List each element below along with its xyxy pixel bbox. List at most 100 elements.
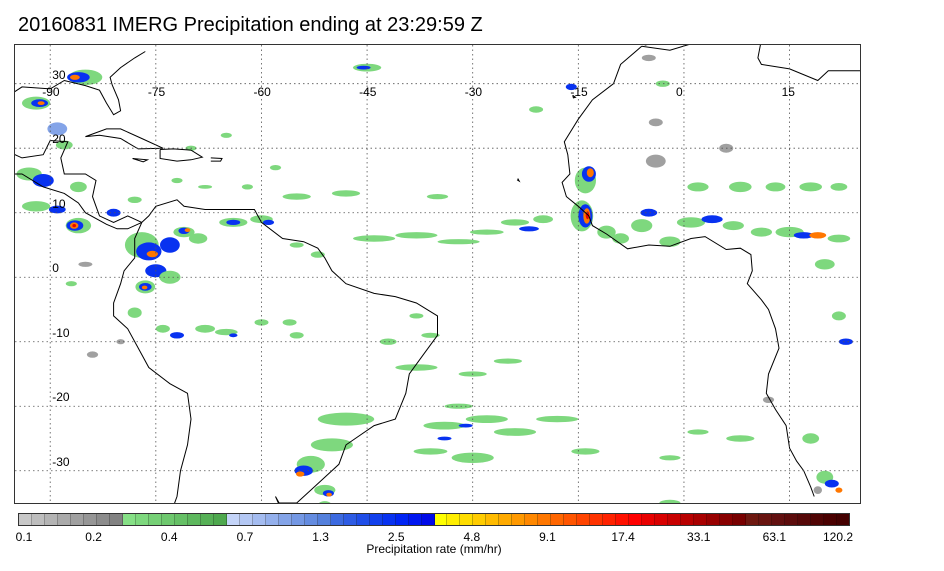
precip-cell [70, 181, 87, 193]
precip-cell [198, 185, 213, 189]
coastline [113, 222, 192, 503]
colorbar-swatch [538, 514, 552, 525]
precip-cell [331, 190, 361, 197]
colorbar-swatch [109, 514, 123, 525]
precip-cell [241, 184, 253, 190]
precip-cell [676, 217, 706, 228]
coastline [15, 51, 146, 116]
precip-cell [106, 208, 121, 217]
coastline [159, 148, 204, 162]
colorbar-swatch [681, 514, 695, 525]
latitude-label: 10 [52, 196, 66, 211]
coastlines [15, 45, 860, 503]
colorbar-swatch [434, 514, 448, 525]
precip-cell [659, 455, 681, 461]
precip-cell [750, 227, 773, 237]
longitude-label: 0 [675, 84, 683, 99]
precip-cell [469, 229, 504, 235]
colorbar-tick-label: 2.5 [387, 530, 405, 544]
colorbar [18, 513, 850, 526]
precip-cell [282, 319, 297, 326]
colorbar-swatch [83, 514, 97, 525]
colorbar-title: Precipitation rate (mm/hr) [366, 542, 502, 556]
colorbar-swatch [772, 514, 786, 525]
precip-cell [116, 339, 125, 345]
colorbar-swatch [720, 514, 734, 525]
colorbar-swatch [590, 514, 604, 525]
precip-cell [229, 333, 238, 338]
precip-cell [353, 235, 396, 242]
longitude-label: -15 [570, 84, 588, 99]
longitude-label: -45 [359, 84, 377, 99]
precip-cell [659, 499, 681, 503]
precip-cell [326, 492, 332, 497]
precip-cell [141, 285, 148, 290]
colorbar-swatch [603, 514, 617, 525]
precip-cell [519, 226, 539, 232]
coastline [141, 199, 438, 503]
precip-cell [437, 436, 452, 441]
colorbar-swatch [239, 514, 253, 525]
precip-cell [458, 423, 473, 428]
coastline [132, 158, 150, 163]
precip-cell [421, 332, 440, 338]
precip-cell [701, 215, 723, 224]
colorbar-swatch [187, 514, 201, 525]
precip-cell [612, 233, 629, 244]
precip-cell [47, 122, 68, 136]
precip-cell [640, 208, 658, 217]
precip-cell [648, 118, 663, 127]
precip-cell [586, 168, 594, 178]
precip-cell [813, 486, 822, 494]
longitude-label: -75 [147, 84, 166, 99]
precip-cell [136, 242, 162, 261]
precip-cell [188, 233, 208, 244]
coastline [15, 139, 143, 223]
precip-cell [536, 415, 579, 423]
latitude-label: 20 [52, 132, 66, 147]
precip-cell [802, 433, 820, 444]
longitude-label: -60 [253, 84, 271, 99]
colorbar-swatch [837, 514, 849, 525]
colorbar-swatch [369, 514, 383, 525]
precip-cell [184, 228, 191, 233]
colorbar-swatch [395, 514, 409, 525]
precip-cell [500, 219, 530, 226]
coastline [641, 45, 860, 82]
precip-cell [571, 448, 600, 455]
precipitation-layer [16, 54, 853, 503]
precip-cell [48, 205, 66, 214]
precip-cell [220, 132, 232, 138]
colorbar-swatch [668, 514, 682, 525]
map-canvas [15, 45, 860, 503]
precip-cell [423, 421, 466, 430]
precip-cell [65, 281, 77, 287]
precip-cell [444, 403, 473, 409]
precip-cell [22, 201, 51, 212]
colorbar-swatch [330, 514, 344, 525]
latitude-label: -20 [52, 390, 70, 405]
colorbar-swatch [213, 514, 227, 525]
colorbar-tick-label: 120.2 [822, 530, 854, 544]
coastline [85, 128, 164, 150]
precip-cell [493, 428, 537, 436]
colorbar-swatch [44, 514, 58, 525]
colorbar-swatch [421, 514, 435, 525]
precip-cell [809, 232, 827, 239]
precipitation-map[interactable]: -90 -75 -60 -45 -30 -15 0 15 30 20 10 0 -10 -20 -30 [14, 44, 861, 504]
precip-cell [565, 83, 577, 91]
colorbar-swatch [759, 514, 773, 525]
precip-cell [78, 261, 93, 267]
precip-cell [659, 236, 681, 247]
colorbar-swatch [655, 514, 669, 525]
precip-cell [356, 65, 371, 70]
colorbar-swatch [499, 514, 513, 525]
colorbar-tick-label: 0.1 [15, 530, 33, 544]
colorbar-swatch [707, 514, 721, 525]
coastline [516, 178, 521, 183]
precip-cell [426, 194, 449, 200]
precip-cell [282, 193, 311, 200]
colorbar-swatch [512, 514, 526, 525]
colorbar-swatch [564, 514, 578, 525]
precip-cell [262, 219, 275, 225]
